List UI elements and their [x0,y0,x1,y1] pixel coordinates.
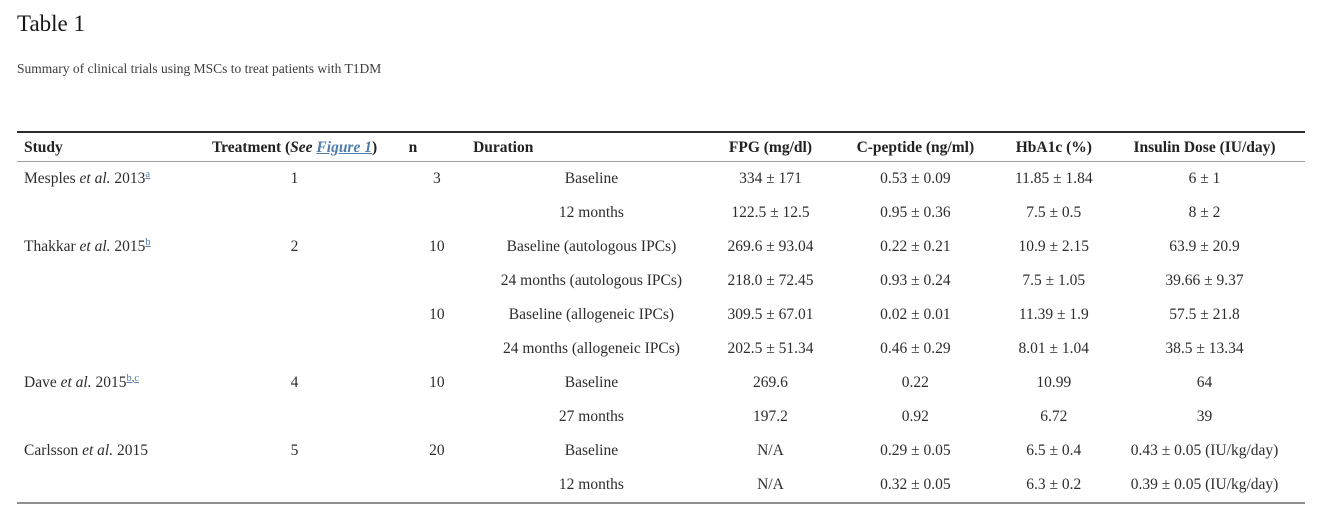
table-row: 10 Baseline (allogeneic IPCs) 309.5 ± 67… [17,298,1305,332]
fpg-cell: 269.6 [753,374,788,391]
insulin-cell: 64 [1196,374,1213,391]
treatment-label: Treatment ( [211,139,291,156]
table-caption: Summary of clinical trials using MSCs to… [17,61,382,76]
duration-cell: 27 months [558,408,624,425]
duration-cell: 24 months (allogeneic IPCs) [502,340,680,357]
header-row: Study Treatment (See Figure 1) n Duratio… [17,132,1305,162]
col-header-treatment: Treatment (See Figure 1) [184,132,405,162]
study-cell: Thakkar et al. 2015b [24,236,151,255]
cpeptide-cell: 0.22 ± 0.21 [880,238,951,255]
study-cell: Mesples et al. 2013a [24,168,151,187]
duration-cell: Baseline (autologous IPCs) [506,238,677,255]
cpeptide-cell: 0.22 [901,374,929,391]
footnote-link-b[interactable]: b [145,236,151,248]
insulin-cell: 63.9 ± 20.9 [1169,238,1240,255]
fpg-cell: 218.0 ± 72.45 [727,272,814,289]
table-row: Dave et al. 2015b,c 4 10 Baseline 269.6 … [17,366,1305,400]
figure-1-link[interactable]: Figure 1 [316,139,372,156]
insulin-cell: 38.5 ± 13.34 [1165,340,1244,357]
hba1c-cell: 10.99 [1036,374,1072,391]
hba1c-cell: 11.39 ± 1.9 [1018,306,1089,323]
insulin-cell: 0.43 ± 0.05 (IU/kg/day) [1130,442,1279,459]
insulin-cell: 6 ± 1 [1188,170,1221,187]
col-header-n: n [404,132,470,162]
see-label: See [290,139,313,156]
table-row: Thakkar et al. 2015b 2 10 Baseline (auto… [17,230,1305,264]
insulin-cell: 8 ± 2 [1188,204,1221,221]
hba1c-cell: 6.72 [1040,408,1068,425]
n-cell: 10 [429,306,445,323]
table-title: Table 1 [17,11,86,36]
duration-cell: Baseline [564,442,619,459]
cpeptide-cell: 0.93 ± 0.24 [880,272,951,289]
col-header-insulin-dose: Insulin Dose (IU/day) [1104,132,1305,162]
treatment-cell: 4 [290,374,299,391]
cpeptide-cell: 0.02 ± 0.01 [880,306,951,323]
col-header-cpeptide: C-peptide (ng/ml) [827,132,1004,162]
table-row: 12 months 122.5 ± 12.5 0.95 ± 0.36 7.5 ±… [17,196,1305,230]
insulin-cell: 39.66 ± 9.37 [1165,272,1244,289]
col-header-study: Study [17,132,185,162]
n-cell: 10 [429,374,445,391]
duration-cell: Baseline [564,170,619,187]
n-cell: 3 [432,170,441,187]
treatment-label-close: ) [371,139,378,156]
fpg-cell: N/A [757,476,784,493]
fpg-cell: 269.6 ± 93.04 [727,238,814,255]
hba1c-cell: 8.01 ± 1.04 [1018,340,1090,357]
table-row: 12 months N/A 0.32 ± 0.05 6.3 ± 0.2 0.39… [17,468,1305,503]
cpeptide-cell: 0.46 ± 0.29 [880,340,951,357]
hba1c-cell: 6.3 ± 0.2 [1026,476,1082,493]
clinical-trials-table: Study Treatment (See Figure 1) n Duratio… [17,131,1305,504]
col-header-hba1c: HbA1c (%) [1003,132,1105,162]
treatment-cell: 1 [290,170,299,187]
duration-cell: 12 months [558,204,624,221]
table-row: 24 months (autologous IPCs) 218.0 ± 72.4… [17,264,1305,298]
study-cell: Carlsson et al. 2015 [24,442,148,459]
duration-cell: Baseline (allogeneic IPCs) [508,306,675,323]
footnote-link-b[interactable]: b [126,372,132,384]
table-row: Mesples et al. 2013a 1 3 Baseline 334 ± … [17,162,1305,197]
table-row: Carlsson et al. 2015 5 20 Baseline N/A 0… [17,434,1305,468]
treatment-cell: 5 [290,442,299,459]
n-cell: 10 [429,238,445,255]
duration-cell: 12 months [558,476,624,493]
hba1c-cell: 6.5 ± 0.4 [1026,442,1082,459]
cpeptide-cell: 0.53 ± 0.09 [880,170,951,187]
insulin-cell: 39 [1196,408,1213,425]
fpg-cell: 122.5 ± 12.5 [731,204,810,221]
fpg-cell: 334 ± 171 [739,170,802,187]
col-header-fpg: FPG (mg/dl) [713,132,828,162]
duration-cell: Baseline [564,374,619,391]
hba1c-cell: 11.85 ± 1.84 [1014,170,1093,187]
table-row: 24 months (allogeneic IPCs) 202.5 ± 51.3… [17,332,1305,366]
cpeptide-cell: 0.29 ± 0.05 [880,442,951,459]
hba1c-cell: 7.5 ± 1.05 [1022,272,1086,289]
hba1c-cell: 10.9 ± 2.15 [1018,238,1090,255]
footnote-link-c[interactable]: c [134,372,139,384]
fpg-cell: 309.5 ± 67.01 [727,306,814,323]
footnote-link-a[interactable]: a [145,168,151,180]
study-cell: Dave et al. 2015b,c [24,372,139,391]
treatment-cell: 2 [290,238,299,255]
duration-cell: 24 months (autologous IPCs) [500,272,683,289]
fpg-cell: 202.5 ± 51.34 [727,340,814,357]
fpg-cell: 197.2 [753,408,788,425]
col-header-duration: Duration [469,132,714,162]
cpeptide-cell: 0.32 ± 0.05 [880,476,951,493]
n-cell: 20 [429,442,445,459]
cpeptide-cell: 0.95 ± 0.36 [880,204,951,221]
insulin-cell: 57.5 ± 21.8 [1169,306,1240,323]
cpeptide-cell: 0.92 [901,408,929,425]
insulin-cell: 0.39 ± 0.05 (IU/kg/day) [1130,476,1279,493]
hba1c-cell: 7.5 ± 0.5 [1026,204,1082,221]
table-row: 27 months 197.2 0.92 6.72 39 [17,400,1305,434]
footnote-separator: , [131,372,135,384]
fpg-cell: N/A [757,442,784,459]
